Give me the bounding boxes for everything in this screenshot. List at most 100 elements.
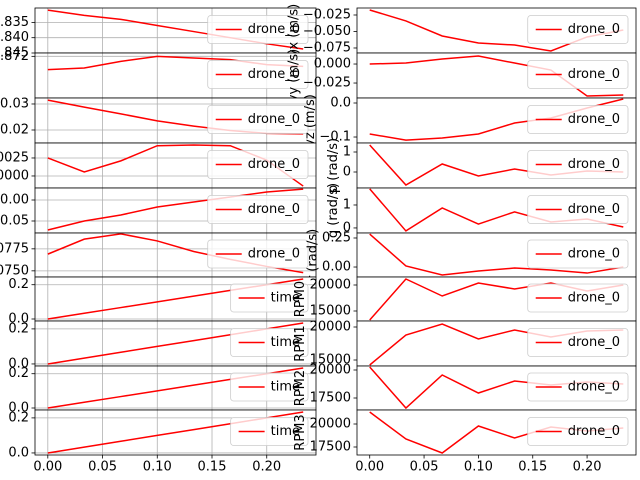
- legend-label: time: [271, 380, 300, 395]
- y-axis-label: vx (m/s): [286, 4, 301, 57]
- y-axis-label: p (rad/s): [326, 138, 341, 193]
- legend-label: drone_0: [248, 22, 300, 37]
- y-axis-label: vy (m/s): [286, 49, 301, 102]
- legend-label: drone_0: [248, 157, 300, 172]
- legend-label: drone_0: [568, 157, 620, 172]
- legend-label: drone_0: [568, 67, 620, 82]
- data-line: [47, 188, 304, 231]
- legend-label: drone_0: [248, 202, 300, 217]
- y-tick-label: 0.000: [314, 57, 351, 72]
- x-tick-label: 0.00: [33, 460, 62, 475]
- y-tick-label: 0.0025: [0, 150, 29, 165]
- y-tick-label: 0.0: [8, 445, 29, 460]
- y-tick-label: 0.0: [8, 400, 29, 415]
- y-tick-label: −0.025: [303, 7, 351, 22]
- legend-label: time: [271, 291, 300, 306]
- legend-label: drone_0: [248, 112, 300, 127]
- y-tick-label: −0.835: [0, 15, 29, 30]
- y-tick-label: 15000: [310, 303, 351, 318]
- y-tick-label: −0.050: [303, 24, 351, 39]
- y-tick-label: 0: [343, 220, 351, 235]
- y-tick-label: 0.872: [0, 49, 29, 64]
- y-tick-label: −0.840: [0, 30, 29, 45]
- legend-box: [207, 60, 309, 89]
- legend-box: [230, 372, 309, 402]
- legend-box: [527, 417, 629, 446]
- legend-box: [230, 328, 309, 357]
- y-axis-label: RPM1: [293, 325, 308, 361]
- y-tick-label: 15000: [310, 353, 351, 368]
- y-tick-label: 0.02: [0, 122, 29, 137]
- legend-box: [207, 239, 309, 269]
- x-tick-label: 0.15: [518, 460, 547, 475]
- legend-box: [527, 328, 629, 357]
- y-tick-label: −0.845: [0, 46, 29, 61]
- data-line: [369, 233, 624, 276]
- y-tick-label: 1: [343, 197, 351, 212]
- y-tick-label: 0.2: [8, 277, 29, 292]
- legend-box: [207, 150, 309, 179]
- legend-box: [527, 195, 629, 224]
- legend-label: time: [271, 335, 300, 350]
- x-tick-label: 0.20: [252, 460, 281, 475]
- y-tick-label: −0.1: [319, 130, 351, 145]
- legend-label: drone_0: [568, 112, 620, 127]
- x-tick-label: 0.05: [410, 460, 439, 475]
- y-tick-label: 0.0: [330, 96, 351, 111]
- x-tick-label: 0.10: [143, 460, 172, 475]
- legend-box: [230, 283, 309, 313]
- axes-frame: [34, 409, 317, 456]
- y-axis-label: RPM0: [293, 281, 308, 317]
- legend-label: drone_0: [568, 22, 620, 37]
- y-tick-label: 0.0775: [0, 241, 29, 256]
- data-line: [369, 55, 624, 97]
- y-tick-label: 0.2: [8, 321, 29, 336]
- y-tick-label: −0.05: [0, 213, 29, 228]
- legend-label: drone_0: [248, 67, 300, 82]
- x-tick-label: 0.00: [355, 460, 384, 475]
- y-axis-label: vz (m/s): [303, 94, 318, 147]
- legend-box: [207, 15, 309, 44]
- y-tick-label: −0.025: [303, 76, 351, 91]
- y-tick-label: 0.03: [0, 96, 29, 111]
- y-tick-label: 0.0: [8, 356, 29, 371]
- y-tick-label: 17500: [310, 391, 351, 406]
- legend-box: [527, 60, 629, 89]
- y-tick-label: 0.0750: [0, 263, 29, 278]
- y-tick-label: 1: [343, 145, 351, 160]
- x-tick-label: 0.20: [573, 460, 602, 475]
- legend-label: drone_0: [568, 247, 620, 262]
- y-tick-label: 0.00: [0, 193, 29, 208]
- y-tick-label: 0.2: [8, 366, 29, 381]
- legend-box: [527, 15, 629, 44]
- axes-frame: [356, 409, 637, 456]
- legend-label: drone_0: [568, 380, 620, 395]
- y-tick-label: 0.25: [322, 230, 351, 245]
- y-tick-label: 20000: [310, 277, 351, 292]
- y-axis-label: r (rad/s): [306, 229, 321, 281]
- legend-box: [207, 195, 309, 224]
- legend-label: drone_0: [248, 247, 300, 262]
- y-tick-label: 17500: [310, 439, 351, 454]
- y-tick-label: 0.0: [8, 311, 29, 326]
- x-tick-label: 0.05: [88, 460, 117, 475]
- legend-box: [527, 372, 629, 402]
- legend-label: drone_0: [568, 335, 620, 350]
- legend-box: [527, 150, 629, 179]
- legend-label: drone_0: [568, 202, 620, 217]
- y-tick-label: 20000: [310, 319, 351, 334]
- legend-box: [230, 417, 309, 446]
- legend-box: [527, 283, 629, 313]
- legend-box: [527, 105, 629, 134]
- legend-label: time: [271, 424, 300, 439]
- y-tick-label: 0.00: [322, 260, 351, 275]
- y-tick-label: 20000: [310, 417, 351, 432]
- legend-box: [207, 105, 309, 134]
- y-axis-label: q (rad/s): [326, 183, 341, 238]
- y-axis-label: RPM3: [293, 414, 308, 450]
- y-tick-label: 0: [343, 165, 351, 180]
- legend-label: drone_0: [568, 424, 620, 439]
- y-axis-label: RPM2: [293, 370, 308, 406]
- y-tick-label: 0.2: [8, 410, 29, 425]
